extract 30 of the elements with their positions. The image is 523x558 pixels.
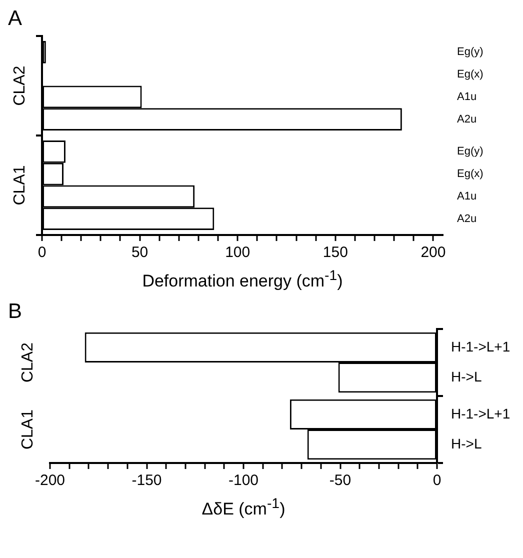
x-tick-label: -100	[228, 472, 259, 490]
text: Eg(x)	[457, 168, 484, 180]
x-axis-title: Deformation energy (cm$^{-1}$)	[142, 267, 343, 293]
y-tick-label: CLA1	[19, 409, 36, 450]
text: A2u	[457, 113, 477, 126]
text: Eg(y)	[457, 46, 484, 58]
text: A1u	[457, 190, 477, 202]
x-tick-label: 0	[38, 244, 46, 262]
text: Eg(x)	[457, 68, 484, 81]
text: A2u	[457, 212, 477, 225]
x-tick-label: 0	[432, 472, 442, 490]
series-label: H->L	[451, 368, 482, 384]
chart-title: B	[8, 300, 24, 323]
x-tick-label: 200	[420, 244, 446, 262]
x-tick-label: -200	[34, 472, 66, 490]
y-tick-label: CLA2	[11, 66, 28, 106]
text: H->L	[451, 435, 482, 452]
y-tick-label: CLA2	[19, 342, 36, 383]
text: H-1->L+1	[451, 405, 510, 422]
series-label: H-1->L+1	[451, 338, 510, 354]
x-tick-label: -50	[329, 472, 352, 490]
x-axis-title: ΔδE (cm$^{-1}$)	[202, 495, 286, 521]
x-tick-label: 150	[322, 244, 348, 262]
chart-title: A	[8, 7, 24, 30]
y-tick-label: CLA1	[11, 165, 28, 206]
x-tick-label: -150	[132, 472, 162, 490]
x-tick-label: 100	[225, 244, 250, 262]
x-tick-label: 50	[131, 244, 148, 262]
text: A1u	[457, 90, 477, 103]
text: Eg(y)	[457, 146, 484, 158]
